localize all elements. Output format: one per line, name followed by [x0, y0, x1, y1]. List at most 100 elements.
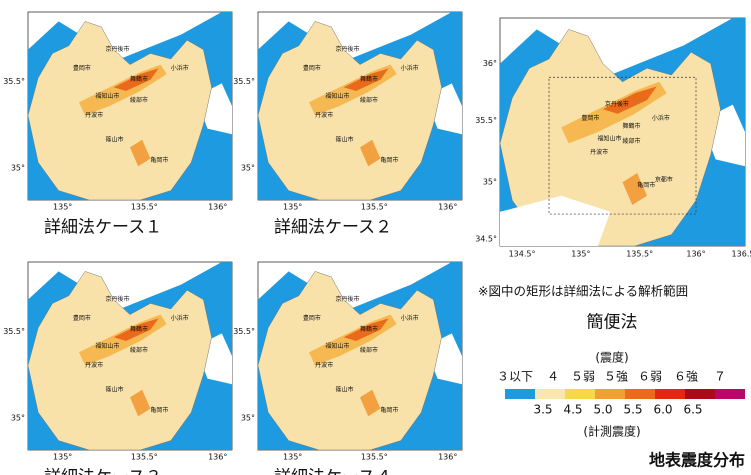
intensity-5-strong [113, 68, 159, 91]
city-label: 篠山市 [106, 135, 124, 143]
city-label: 福知山市 [598, 134, 622, 142]
lon-tick-label: 136° [686, 250, 705, 259]
legend-title: (震度) [595, 350, 628, 365]
lon-tick-label: 135.5° [361, 203, 388, 212]
legend-class-label: ５弱 [571, 370, 595, 384]
city-label: 豊岡市 [303, 64, 321, 72]
intensity-5-strong [343, 318, 389, 341]
intensity-5-weak-south [360, 389, 381, 417]
city-label: 丹波市 [590, 148, 608, 156]
legend-value-label: 6.5 [683, 403, 702, 417]
figure-title: 地表震度分布 [649, 451, 745, 470]
city-label: 亀岡市 [150, 156, 168, 164]
city-label: 小浜市 [401, 64, 419, 72]
legend-value-label: 5.5 [623, 403, 642, 417]
legend-value-label: 6.0 [653, 403, 672, 417]
lon-tick-label: 135° [571, 250, 590, 259]
city-label: 丹波市 [315, 111, 333, 119]
lat-tick-label: 35° [241, 414, 255, 423]
city-label: 福知山市 [325, 92, 349, 100]
lon-tick-label: 135.5° [131, 203, 158, 212]
legend-swatch [565, 389, 595, 399]
city-label: 京丹後市 [336, 295, 360, 303]
lat-tick-label: 34.5° [475, 235, 497, 244]
city-label: 小浜市 [652, 114, 670, 122]
panel-caption: 詳細法ケース３ [44, 468, 162, 475]
city-label: 亀岡市 [637, 181, 655, 189]
legend-class-label: ６弱 [638, 370, 662, 384]
city-label: 篠山市 [336, 385, 354, 393]
land-intensity-4 [257, 271, 442, 451]
intensity-5-strong [343, 68, 389, 91]
city-label: 豊岡市 [303, 314, 321, 322]
land-intensity-4 [27, 21, 212, 201]
legend-value-label: 4.5 [563, 403, 582, 417]
city-label: 小浜市 [171, 64, 189, 72]
analysis-area-rect [548, 76, 697, 215]
city-label: 綾部市 [360, 346, 378, 354]
lon-tick-label: 135.5° [626, 250, 653, 259]
lon-tick-label: 135° [283, 453, 302, 462]
lon-tick-label: 136° [208, 453, 227, 462]
legend-subtitle: (計測震度) [583, 424, 640, 439]
intensity-5-weak-south [622, 173, 647, 205]
lat-tick-label: 35° [241, 164, 255, 173]
legend-class-label: ４ [547, 370, 559, 384]
legend-class-label: ３以下 [497, 370, 533, 384]
intensity-5-weak-south [360, 139, 381, 167]
lat-tick-label: 35.5° [3, 327, 25, 336]
city-label: 京都市 [655, 175, 673, 183]
city-label: 舞鶴市 [130, 75, 148, 83]
city-label: 亀岡市 [380, 156, 398, 164]
legend-value-label: 3.5 [533, 403, 552, 417]
city-label: 亀岡市 [380, 406, 398, 414]
lon-tick-label: 135° [53, 453, 72, 462]
city-label: 豊岡市 [73, 314, 91, 322]
legend-value-label: 5.0 [593, 403, 612, 417]
lon-tick-label: 135° [283, 203, 302, 212]
lon-tick-label: 136° [438, 203, 457, 212]
intensity-5-strong [113, 318, 159, 341]
panel-caption: 詳細法ケース４ [274, 468, 392, 475]
city-label: 綾部市 [360, 96, 378, 104]
lat-tick-label: 35° [11, 414, 25, 423]
lat-tick-label: 35.5° [475, 116, 497, 125]
overview-caption: 簡便法 [587, 313, 638, 333]
city-label: 福知山市 [325, 342, 349, 350]
city-label: 篠山市 [106, 385, 124, 393]
city-label: 京丹後市 [336, 45, 360, 53]
city-label: 綾部市 [130, 346, 148, 354]
lat-tick-label: 36° [483, 59, 497, 68]
city-label: 綾部市 [623, 137, 641, 145]
lon-tick-label: 136° [208, 203, 227, 212]
panel-caption: 詳細法ケース１ [44, 218, 162, 238]
legend-swatch [595, 389, 625, 399]
legend-class-label: ５強 [604, 370, 628, 384]
legend-swatch [655, 389, 685, 399]
land-intensity-4 [27, 271, 212, 451]
city-label: 舞鶴市 [360, 325, 378, 333]
city-label: 舞鶴市 [360, 75, 378, 83]
city-label: 京丹後市 [605, 100, 629, 108]
overview-note: ※図中の矩形は詳細法による解析範囲 [478, 284, 688, 299]
city-label: 福知山市 [95, 92, 119, 100]
lon-tick-label: 135° [53, 203, 72, 212]
city-label: 京丹後市 [106, 295, 130, 303]
legend: (震度) ３以下 ４ ５弱 ５強 ６弱 ６強 ７ 3.5 4.5 5.0 5.5 6.0 6.5 (計測震度… [497, 350, 745, 439]
intensity-5-weak-south [130, 139, 151, 167]
lat-tick-label: 35° [483, 178, 497, 187]
city-label: 篠山市 [336, 135, 354, 143]
legend-class-label: ６強 [674, 370, 698, 384]
lat-tick-label: 35° [11, 164, 25, 173]
lon-tick-label: 135.5° [361, 453, 388, 462]
sea-south [500, 195, 611, 246]
city-label: 丹波市 [315, 361, 333, 369]
lon-tick-label: 136.5° [732, 250, 751, 259]
city-label: 豊岡市 [73, 64, 91, 72]
legend-swatch [535, 389, 565, 399]
